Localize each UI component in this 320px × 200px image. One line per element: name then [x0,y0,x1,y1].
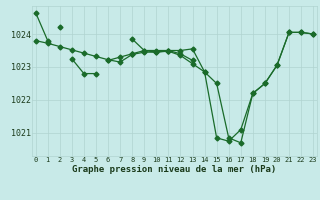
X-axis label: Graphe pression niveau de la mer (hPa): Graphe pression niveau de la mer (hPa) [72,165,276,174]
